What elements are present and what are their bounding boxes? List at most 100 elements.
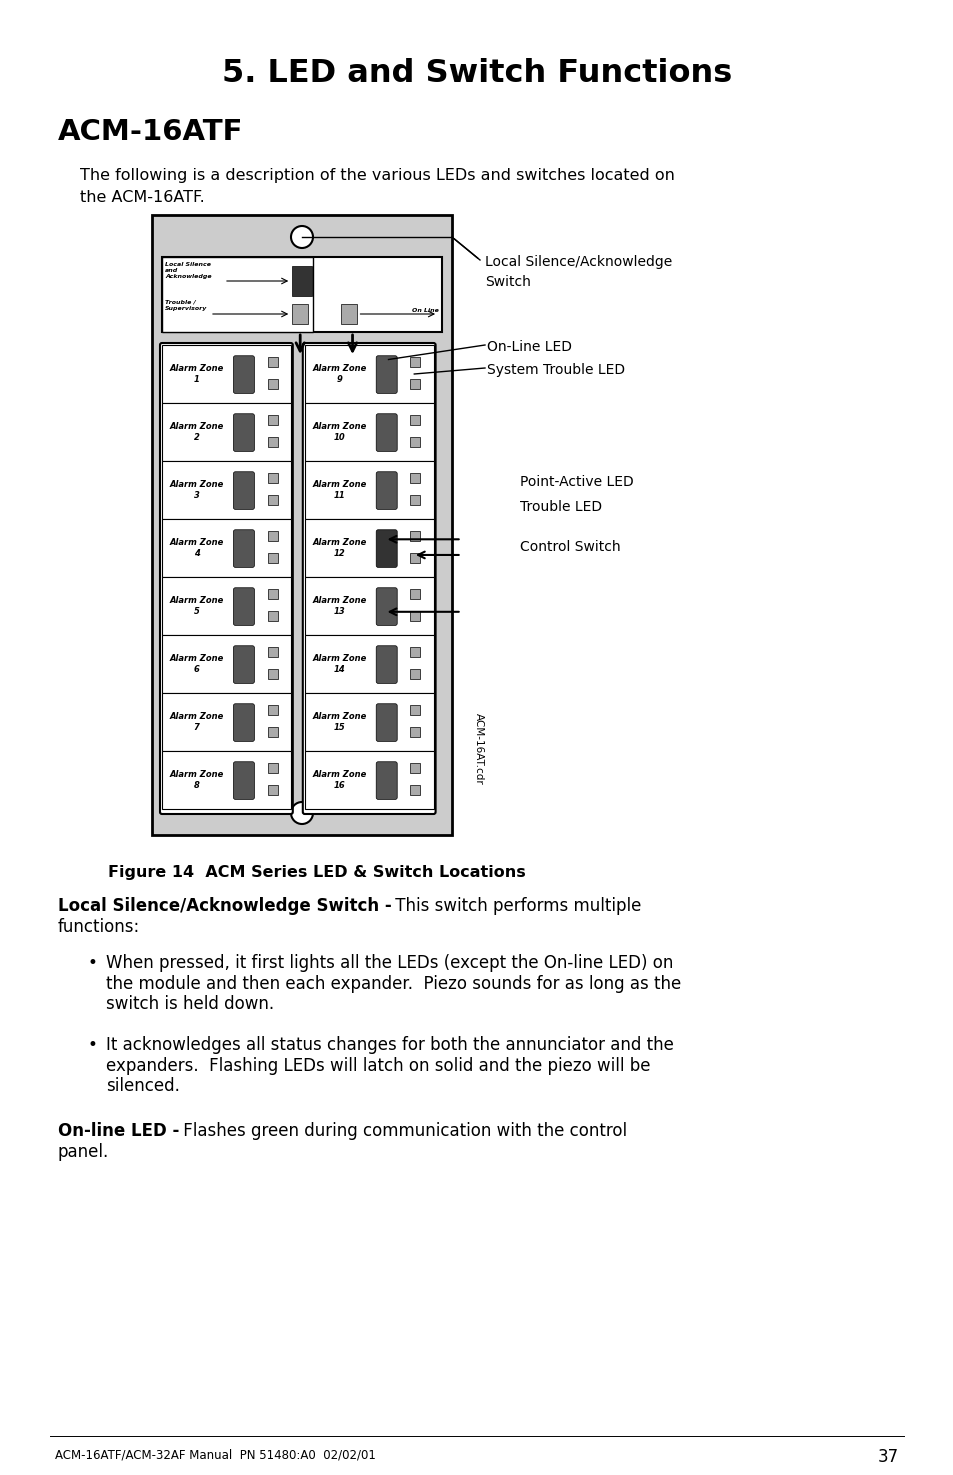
Bar bbox=[410, 727, 420, 736]
Text: Alarm Zone
13: Alarm Zone 13 bbox=[313, 596, 366, 615]
Text: expanders.  Flashing LEDs will latch on solid and the piezo will be: expanders. Flashing LEDs will latch on s… bbox=[106, 1058, 650, 1075]
Bar bbox=[268, 727, 277, 736]
Bar bbox=[304, 636, 434, 693]
Bar bbox=[410, 379, 420, 388]
FancyBboxPatch shape bbox=[233, 355, 254, 394]
Text: Alarm Zone
10: Alarm Zone 10 bbox=[313, 422, 366, 441]
Bar bbox=[268, 705, 277, 714]
Text: Alarm Zone
7: Alarm Zone 7 bbox=[170, 712, 224, 732]
Text: Alarm Zone
15: Alarm Zone 15 bbox=[313, 712, 366, 732]
Circle shape bbox=[291, 226, 313, 248]
Bar bbox=[410, 646, 420, 656]
FancyBboxPatch shape bbox=[375, 530, 396, 568]
Bar bbox=[162, 257, 441, 332]
FancyBboxPatch shape bbox=[233, 761, 254, 799]
Text: Alarm Zone
6: Alarm Zone 6 bbox=[170, 655, 224, 674]
Bar bbox=[268, 589, 277, 599]
Bar bbox=[410, 437, 420, 447]
Bar bbox=[268, 646, 277, 656]
Text: switch is held down.: switch is held down. bbox=[106, 996, 274, 1013]
Text: Local Silence/Acknowledge: Local Silence/Acknowledge bbox=[484, 255, 672, 268]
Bar bbox=[162, 462, 291, 519]
Text: Alarm Zone
2: Alarm Zone 2 bbox=[170, 422, 224, 441]
Bar bbox=[162, 751, 291, 808]
Text: Alarm Zone
1: Alarm Zone 1 bbox=[170, 364, 224, 384]
Bar bbox=[410, 531, 420, 541]
Text: Alarm Zone
14: Alarm Zone 14 bbox=[313, 655, 366, 674]
Text: The following is a description of the various LEDs and switches located on: The following is a description of the va… bbox=[80, 168, 674, 183]
Bar bbox=[410, 611, 420, 621]
Text: 5. LED and Switch Functions: 5. LED and Switch Functions bbox=[222, 58, 731, 88]
Text: When pressed, it first lights all the LEDs (except the On-line LED) on: When pressed, it first lights all the LE… bbox=[106, 954, 673, 972]
Text: System Trouble LED: System Trouble LED bbox=[486, 363, 624, 378]
Bar bbox=[268, 531, 277, 541]
FancyBboxPatch shape bbox=[375, 587, 396, 625]
Bar bbox=[304, 462, 434, 519]
Bar bbox=[268, 553, 277, 562]
Text: Flashes green during communication with the control: Flashes green during communication with … bbox=[178, 1122, 626, 1140]
Bar bbox=[410, 472, 420, 482]
Bar bbox=[268, 357, 277, 367]
Bar bbox=[410, 414, 420, 425]
FancyBboxPatch shape bbox=[233, 414, 254, 451]
FancyBboxPatch shape bbox=[233, 704, 254, 742]
Text: Alarm Zone
8: Alarm Zone 8 bbox=[170, 770, 224, 789]
FancyBboxPatch shape bbox=[233, 587, 254, 625]
Text: It acknowledges all status changes for both the annunciator and the: It acknowledges all status changes for b… bbox=[106, 1037, 673, 1055]
Text: Alarm Zone
11: Alarm Zone 11 bbox=[313, 481, 366, 500]
Text: On Line: On Line bbox=[412, 308, 438, 313]
Bar bbox=[268, 494, 277, 504]
Text: Alarm Zone
16: Alarm Zone 16 bbox=[313, 770, 366, 789]
FancyBboxPatch shape bbox=[375, 414, 396, 451]
Text: Alarm Zone
12: Alarm Zone 12 bbox=[313, 538, 366, 558]
Bar bbox=[304, 403, 434, 462]
Bar bbox=[304, 751, 434, 808]
FancyBboxPatch shape bbox=[375, 704, 396, 742]
Bar bbox=[268, 472, 277, 482]
Text: Alarm Zone
9: Alarm Zone 9 bbox=[313, 364, 366, 384]
FancyBboxPatch shape bbox=[375, 761, 396, 799]
Bar bbox=[162, 257, 313, 332]
Text: Alarm Zone
3: Alarm Zone 3 bbox=[170, 481, 224, 500]
FancyBboxPatch shape bbox=[292, 304, 308, 324]
Text: Trouble LED: Trouble LED bbox=[519, 500, 601, 513]
Text: This switch performs multiple: This switch performs multiple bbox=[390, 897, 640, 914]
FancyBboxPatch shape bbox=[233, 646, 254, 683]
Text: Figure 14  ACM Series LED & Switch Locations: Figure 14 ACM Series LED & Switch Locati… bbox=[108, 864, 525, 881]
Text: Alarm Zone
5: Alarm Zone 5 bbox=[170, 596, 224, 615]
Bar bbox=[162, 577, 291, 636]
Text: Alarm Zone
4: Alarm Zone 4 bbox=[170, 538, 224, 558]
Bar bbox=[410, 763, 420, 773]
Bar bbox=[268, 611, 277, 621]
Bar bbox=[268, 785, 277, 795]
Bar bbox=[410, 705, 420, 714]
Bar bbox=[304, 693, 434, 751]
FancyBboxPatch shape bbox=[375, 646, 396, 683]
Bar bbox=[410, 357, 420, 367]
Text: ACM-16AT.cdr: ACM-16AT.cdr bbox=[474, 714, 483, 785]
Bar bbox=[304, 519, 434, 577]
Bar bbox=[162, 345, 291, 403]
Text: •: • bbox=[88, 1037, 98, 1055]
Circle shape bbox=[291, 802, 313, 825]
Bar bbox=[304, 577, 434, 636]
Bar bbox=[162, 519, 291, 577]
Bar bbox=[268, 668, 277, 679]
Text: silenced.: silenced. bbox=[106, 1077, 180, 1096]
Text: Control Switch: Control Switch bbox=[519, 540, 620, 555]
Text: Switch: Switch bbox=[484, 274, 530, 289]
Text: •: • bbox=[88, 954, 98, 972]
Text: functions:: functions: bbox=[58, 917, 140, 935]
FancyBboxPatch shape bbox=[340, 304, 356, 324]
FancyBboxPatch shape bbox=[233, 530, 254, 568]
Bar bbox=[268, 763, 277, 773]
Bar bbox=[268, 414, 277, 425]
Bar bbox=[162, 636, 291, 693]
Bar bbox=[410, 668, 420, 679]
FancyBboxPatch shape bbox=[302, 344, 436, 814]
Bar bbox=[268, 379, 277, 388]
Bar bbox=[410, 494, 420, 504]
Text: Local Silence
and
Acknowledge: Local Silence and Acknowledge bbox=[165, 263, 212, 279]
FancyBboxPatch shape bbox=[375, 472, 396, 509]
Text: ACM-16ATF/ACM-32AF Manual  PN 51480:A0  02/02/01: ACM-16ATF/ACM-32AF Manual PN 51480:A0 02… bbox=[55, 1448, 375, 1462]
